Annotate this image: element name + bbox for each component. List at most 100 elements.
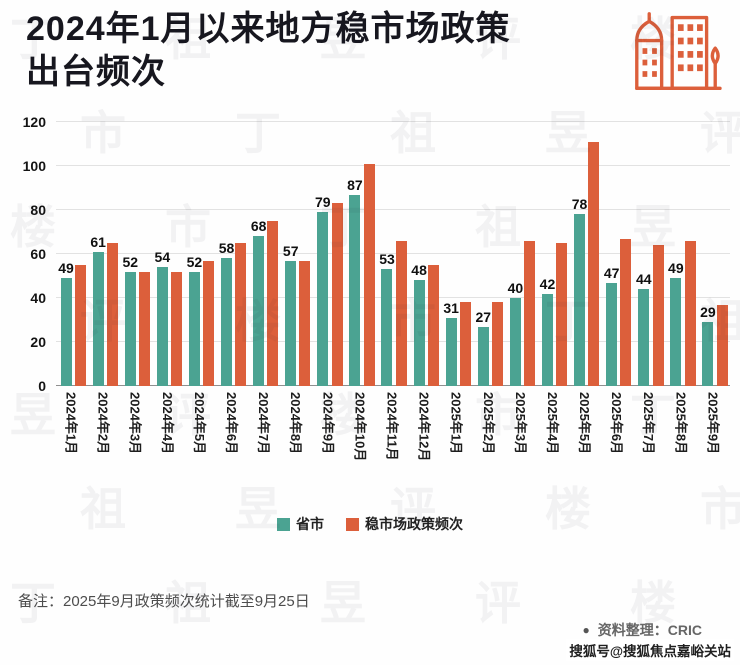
bar-slot: 87: [345, 122, 377, 386]
bar-provinces: [221, 258, 232, 386]
y-tick-label: 60: [30, 246, 46, 262]
bar-group: 61: [90, 235, 118, 386]
y-axis: 0 20 40 60 80 100 120: [0, 115, 48, 393]
x-slot: 2024年8月: [281, 392, 313, 500]
bar-provinces: [413, 280, 425, 386]
bar-wrap: [588, 141, 600, 386]
bar-group: 79: [315, 195, 343, 386]
x-axis-label: 2025年9月: [705, 392, 721, 455]
x-slot: 2025年5月: [570, 392, 602, 500]
x-slot: 2024年7月: [249, 392, 281, 500]
x-slot: 2024年12月: [409, 392, 441, 500]
plot-area: 49 61 52 54 52 58 68 57 79 87 53 48 31 27 40 42 78 47 44 49…: [56, 121, 730, 386]
bar-wrap: 52: [187, 255, 202, 386]
bar-provinces: [541, 293, 553, 386]
bar-provinces: [702, 322, 714, 386]
x-slot: 2024年11月: [377, 392, 409, 500]
bar-slot: 42: [537, 122, 569, 386]
bar-wrap: 48: [411, 263, 427, 386]
bar-wrap: 61: [90, 235, 106, 386]
bar-wrap: [684, 240, 696, 386]
x-axis-label: 2024年11月: [384, 392, 400, 461]
bar-wrap: 27: [475, 310, 491, 386]
page-title-line2: 出台频次: [26, 52, 166, 91]
brand-watermark-glyph: 昱: [320, 577, 366, 629]
gridline: [56, 341, 730, 342]
x-slot: 2025年2月: [473, 392, 505, 500]
x-axis-label: 2024年1月: [63, 392, 79, 455]
footnote: 备注：2025年9月政策频次统计截至9月25日: [18, 593, 310, 610]
x-axis-label: 2025年3月: [512, 392, 528, 455]
bar-wrap: [139, 271, 151, 386]
x-axis-label: 2025年1月: [448, 392, 464, 455]
dot-icon: ●: [582, 623, 590, 637]
bar-slot: 78: [570, 122, 602, 386]
bar-policy-frequency: [299, 260, 311, 386]
brand-watermark-glyph: 评: [475, 577, 521, 629]
data-source: ● 资料整理：CRIC: [583, 620, 702, 640]
bar-value-label: 40: [507, 280, 524, 296]
y-tick-label: 120: [22, 114, 46, 130]
bar-wrap: 57: [282, 242, 299, 386]
bar-provinces: [92, 251, 104, 386]
sohu-watermark: 搜狐号@搜狐焦点嘉峪关站: [566, 639, 734, 661]
bar-value-label: 47: [603, 264, 620, 281]
bar-provinces: [477, 326, 489, 386]
bar-slot: 27: [473, 122, 505, 386]
gridline: [56, 165, 730, 166]
bar-wrap: [716, 304, 728, 386]
bar-policy-frequency: [331, 203, 343, 386]
x-axis-label: 2024年9月: [320, 392, 336, 455]
x-axis-label: 2024年8月: [288, 392, 304, 455]
bar-wrap: 87: [347, 178, 363, 386]
bar-group: 42: [540, 243, 568, 386]
bar-value-label: 54: [154, 249, 171, 266]
y-tick-label: 100: [22, 158, 46, 174]
bar-wrap: [524, 240, 536, 386]
bar-group: 53: [379, 240, 407, 386]
x-slot: 2024年2月: [88, 392, 120, 500]
bar-wrap: 54: [154, 249, 171, 386]
bar-wrap: [459, 302, 471, 386]
gridline: [56, 297, 730, 298]
x-slot: 2024年9月: [313, 392, 345, 500]
bar-policy-frequency: [556, 243, 568, 386]
bar-slot: 47: [602, 122, 634, 386]
bar-policy-frequency: [203, 260, 215, 386]
bar-wrap: [299, 260, 311, 386]
bar-wrap: [171, 271, 183, 386]
bar-wrap: [620, 238, 632, 386]
bar-slot: 44: [634, 122, 666, 386]
bar-policy-frequency: [652, 245, 664, 386]
x-slot: 2024年4月: [152, 392, 184, 500]
bar-group: 58: [219, 241, 247, 386]
bar-value-label: 78: [571, 196, 588, 213]
x-axis-label: 2025年5月: [577, 392, 593, 455]
bar-policy-frequency: [395, 240, 407, 386]
bar-value-label: 42: [539, 275, 556, 292]
bar-value-label: 57: [282, 242, 299, 259]
bar-wrap: [652, 245, 664, 386]
bar-value-label: 87: [347, 176, 363, 193]
bar-provinces: [509, 298, 521, 386]
bar-wrap: [267, 221, 279, 386]
bar-group: 29: [700, 304, 728, 386]
bar-group: 52: [122, 255, 151, 386]
bar-wrap: [106, 243, 118, 386]
x-slot: 2025年4月: [537, 392, 569, 500]
legend-item-provinces: 省市: [277, 514, 324, 534]
x-axis-label: 2024年5月: [191, 392, 207, 455]
x-axis-label: 2024年3月: [127, 392, 143, 455]
bar-provinces: [574, 214, 586, 386]
x-axis-label: 2024年12月: [416, 392, 432, 462]
bar-wrap: 31: [443, 301, 459, 386]
bar-slot: 61: [88, 122, 120, 386]
bar-slot: 52: [184, 122, 216, 386]
x-slot: 2025年3月: [505, 392, 537, 500]
bar-group: 49: [58, 261, 86, 386]
bar-group: 31: [443, 301, 471, 386]
legend-label: 稳市场政策频次: [365, 516, 463, 532]
bar-wrap: 49: [668, 261, 684, 386]
gridline: [56, 121, 730, 122]
